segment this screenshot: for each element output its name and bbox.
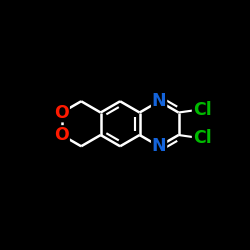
Text: N: N bbox=[152, 92, 166, 110]
Text: Cl: Cl bbox=[193, 129, 212, 147]
Text: N: N bbox=[152, 137, 166, 155]
Text: O: O bbox=[54, 104, 69, 122]
Text: O: O bbox=[54, 126, 69, 144]
Text: Cl: Cl bbox=[193, 101, 212, 119]
